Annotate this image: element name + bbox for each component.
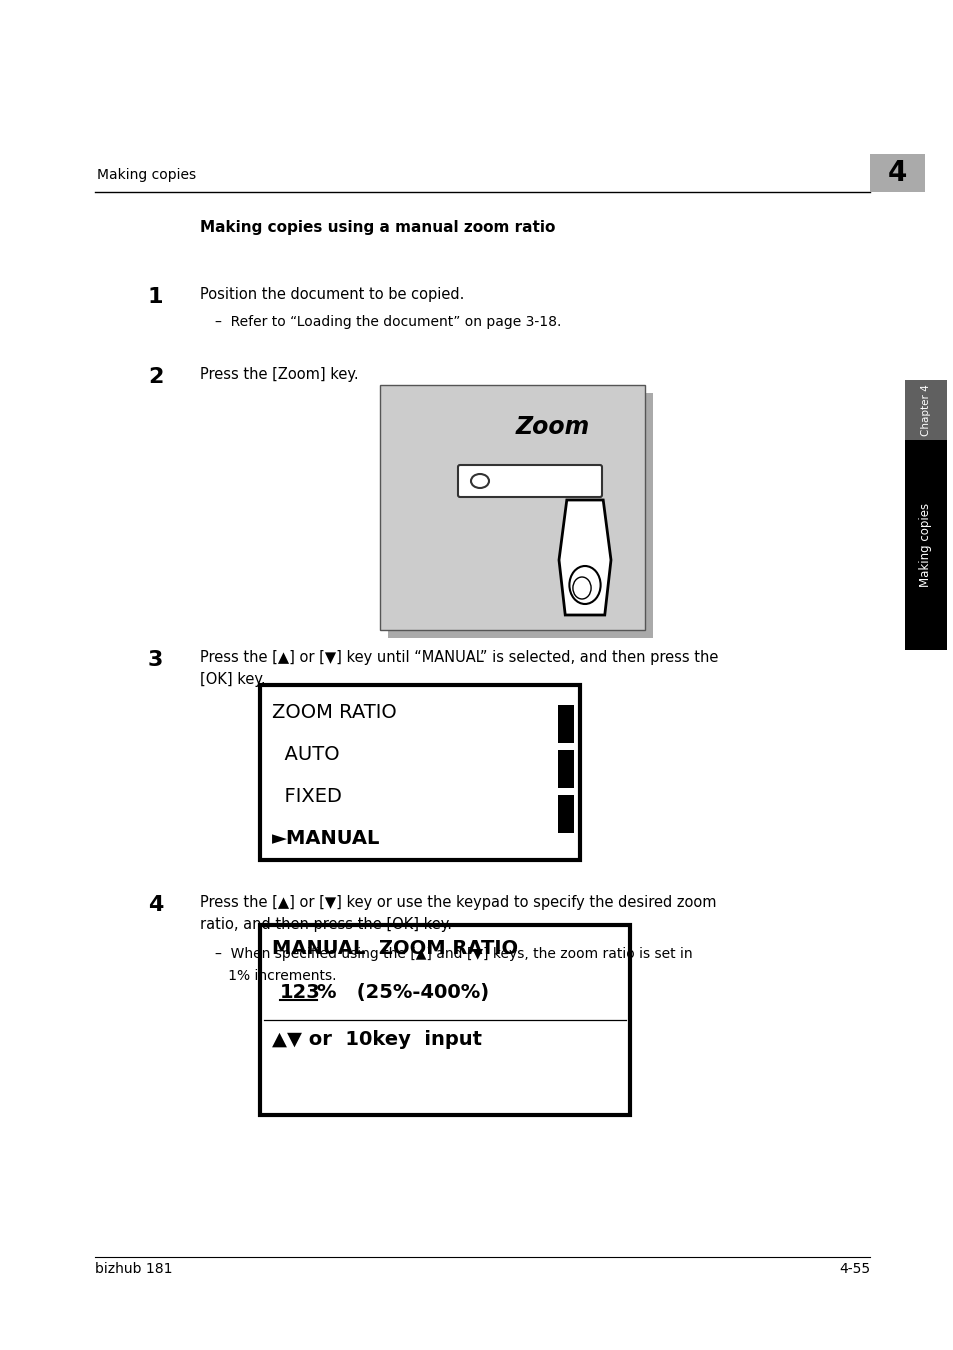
Text: %   (25%-400%): % (25%-400%) [316, 983, 489, 1002]
Bar [558, 795, 574, 833]
Bar [869, 154, 924, 192]
Text: FIXED: FIXED [272, 787, 341, 806]
Text: 1% increments.: 1% increments. [214, 969, 336, 983]
Text: Press the [▲] or [▼] key or use the keypad to specify the desired zoom: Press the [▲] or [▼] key or use the keyp… [200, 895, 716, 910]
Polygon shape [558, 500, 610, 616]
Text: 4-55: 4-55 [838, 1262, 869, 1276]
Text: ▲▼ or  10key  input: ▲▼ or 10key input [272, 1030, 481, 1049]
Bar [260, 925, 629, 1115]
FancyBboxPatch shape [457, 464, 601, 497]
Text: 3: 3 [148, 649, 163, 670]
Text: [OK] key.: [OK] key. [200, 672, 265, 687]
Bar [260, 684, 579, 860]
Text: AUTO: AUTO [272, 745, 339, 764]
Text: 4: 4 [148, 895, 163, 915]
Bar [558, 751, 574, 788]
Bar [388, 393, 652, 639]
Text: ZOOM RATIO: ZOOM RATIO [272, 703, 396, 722]
Ellipse shape [471, 474, 489, 487]
Text: MANUAL  ZOOM RATIO: MANUAL ZOOM RATIO [272, 940, 517, 958]
Text: Press the [▲] or [▼] key until “MANUAL” is selected, and then press the: Press the [▲] or [▼] key until “MANUAL” … [200, 649, 718, 666]
Bar [379, 385, 644, 630]
Text: 2: 2 [148, 367, 163, 387]
Text: –  When specified using the [▲] and [▼] keys, the zoom ratio is set in: – When specified using the [▲] and [▼] k… [214, 946, 692, 961]
Text: ratio, and then press the [OK] key.: ratio, and then press the [OK] key. [200, 917, 452, 932]
Text: 123: 123 [280, 983, 320, 1002]
Text: Press the [Zoom] key.: Press the [Zoom] key. [200, 367, 358, 382]
Text: ►MANUAL: ►MANUAL [272, 829, 380, 848]
Text: Making copies using a manual zoom ratio: Making copies using a manual zoom ratio [200, 220, 555, 235]
Text: –  Refer to “Loading the document” on page 3-18.: – Refer to “Loading the document” on pag… [214, 315, 560, 329]
Text: Zoom: Zoom [515, 414, 589, 439]
Bar [904, 440, 946, 649]
Text: 4: 4 [886, 159, 905, 188]
Ellipse shape [569, 566, 600, 603]
Text: Making copies: Making copies [919, 504, 931, 587]
Bar [904, 379, 946, 440]
Text: Chapter 4: Chapter 4 [920, 385, 930, 436]
Bar [558, 705, 574, 743]
Text: Making copies: Making copies [97, 167, 196, 182]
Text: bizhub 181: bizhub 181 [95, 1262, 172, 1276]
Text: 1: 1 [148, 288, 163, 306]
Text: Position the document to be copied.: Position the document to be copied. [200, 288, 464, 302]
